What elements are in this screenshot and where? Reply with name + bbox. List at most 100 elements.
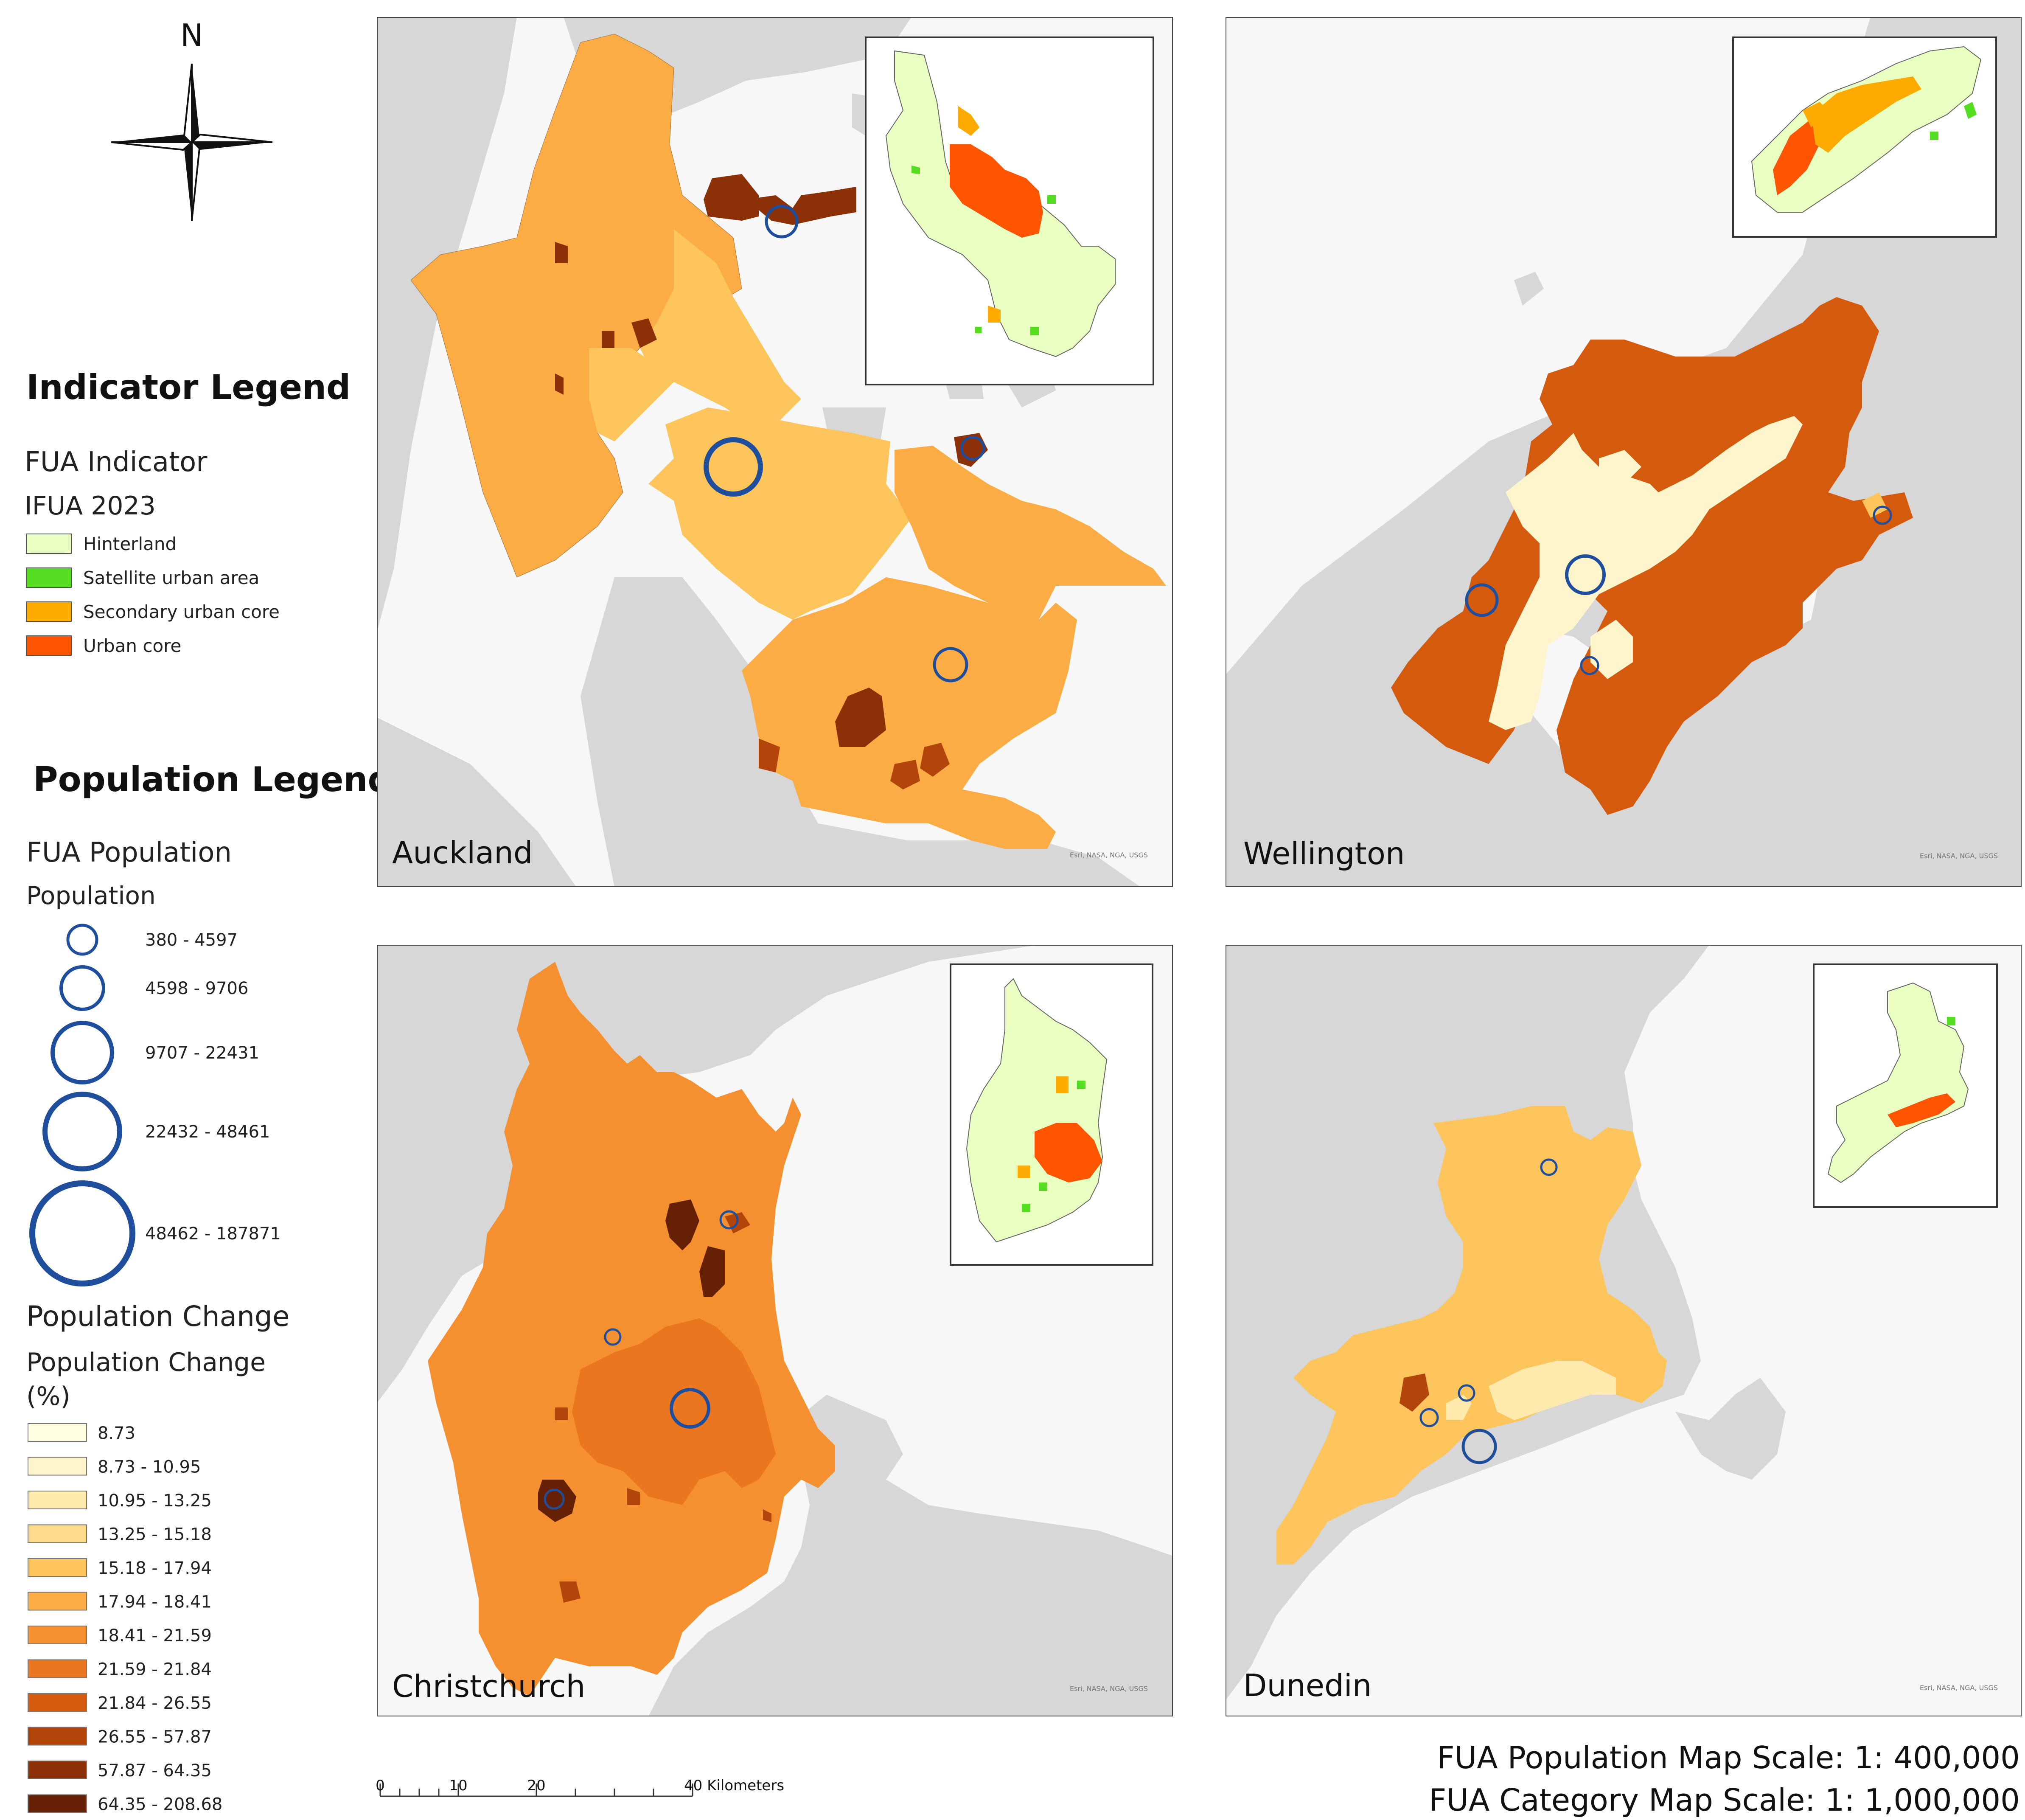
change-class-item: 21.84 - 26.55 — [28, 1693, 212, 1713]
population-size-label: 9707 - 22431 — [145, 1043, 259, 1063]
indicator-label: Satellite urban area — [83, 567, 259, 588]
north-arrow-label: N — [180, 17, 203, 53]
change-swatch — [28, 1558, 87, 1577]
change-class-item: 8.73 — [28, 1423, 135, 1443]
indicator-swatch — [26, 567, 72, 588]
indicator-item: Hinterland — [26, 534, 177, 554]
change-label: 15.18 - 17.94 — [98, 1559, 212, 1578]
population-size-item: 380 - 4597 — [66, 924, 238, 956]
indicator-legend: Indicator Legend FUA Indicator IFUA 2023… — [25, 368, 351, 656]
change-label: 64.35 - 208.68 — [98, 1795, 222, 1814]
change-label: 57.87 - 64.35 — [98, 1761, 212, 1781]
change-swatch — [28, 1626, 87, 1644]
indicator-swatch — [26, 601, 72, 622]
population-legend: Population Legend FUA Population Populat… — [26, 760, 392, 1286]
population-size-item: 9707 - 22431 — [50, 1021, 259, 1084]
map-title-wellington: Wellington — [1243, 836, 1405, 871]
population-legend-title: Population Legend — [33, 760, 392, 799]
change-swatch — [28, 1491, 87, 1509]
change-swatch — [28, 1457, 87, 1476]
scale-bar: 0 10 20 40 Kilometers — [376, 1777, 784, 1797]
map-panel-wellington: Wellington Esri, NASA, NGA, USGS — [1226, 17, 2022, 887]
map-title-christchurch: Christchurch — [392, 1668, 585, 1704]
change-class-item: 8.73 - 10.95 — [28, 1457, 201, 1477]
change-swatch — [28, 1423, 87, 1442]
population-size-label: 22432 - 48461 — [145, 1122, 270, 1142]
map-credit-wellington: Esri, NASA, NGA, USGS — [1920, 852, 1998, 860]
change-label: 26.55 - 57.87 — [98, 1727, 212, 1747]
change-label: 17.94 - 18.41 — [98, 1592, 212, 1612]
change-class-item: 10.95 - 13.25 — [28, 1491, 212, 1511]
change-layer-name: Population Change — [26, 1300, 289, 1333]
scale-tick-label-10: 10 — [449, 1777, 467, 1794]
change-label: 21.59 - 21.84 — [98, 1660, 212, 1680]
change-field-line1: Population Change — [26, 1348, 266, 1377]
change-label: 10.95 - 13.25 — [98, 1491, 212, 1511]
map-panel-christchurch: Christchurch Esri, NASA, NGA, USGS — [377, 945, 1173, 1716]
population-size-label: 380 - 4597 — [145, 930, 238, 950]
population-field-name: Population — [26, 881, 156, 910]
change-label: 18.41 - 21.59 — [98, 1626, 212, 1646]
change-class-item: 15.18 - 17.94 — [28, 1558, 212, 1578]
map-title-dunedin: Dunedin — [1243, 1668, 1372, 1703]
population-size-items: 380 - 4597 4598 - 9706 9707 - 22431 22432 -… — [29, 924, 281, 1286]
indicator-legend-title: Indicator Legend — [26, 368, 351, 407]
population-layer-name: FUA Population — [26, 837, 232, 868]
map-panel-auckland: Auckland Esri, NASA, NGA, USGS — [377, 17, 1173, 887]
change-class-item: 17.94 - 18.41 — [28, 1592, 212, 1612]
change-class-item: 64.35 - 208.68 — [28, 1794, 222, 1814]
population-size-item: 22432 - 48461 — [42, 1092, 270, 1171]
indicator-field-name: IFUA 2023 — [25, 491, 156, 521]
indicator-label: Secondary urban core — [83, 601, 280, 622]
change-class-item: 26.55 - 57.87 — [28, 1727, 212, 1747]
indicator-swatch — [26, 635, 72, 656]
indicator-label: Hinterland — [83, 534, 177, 554]
population-size-item: 48462 - 187871 — [29, 1180, 281, 1286]
indicator-item: Secondary urban core — [26, 601, 280, 622]
change-class-item: 13.25 - 15.18 — [28, 1524, 212, 1545]
change-label: 8.73 — [98, 1424, 135, 1443]
scale-tick-label-20: 20 — [527, 1777, 545, 1794]
scale-note-category: FUA Category Map Scale: 1: 1,000,000 — [1429, 1782, 2020, 1818]
map-title-auckland: Auckland — [392, 835, 533, 871]
indicator-item: Satellite urban area — [26, 567, 259, 588]
change-class-item: 21.59 - 21.84 — [28, 1659, 212, 1680]
population-circle-symbol — [42, 1092, 122, 1171]
map-credit-christchurch: Esri, NASA, NGA, USGS — [1070, 1685, 1148, 1693]
change-label: 21.84 - 26.55 — [98, 1694, 212, 1713]
indicator-items: Hinterland Satellite urban area Secondary … — [26, 534, 280, 656]
population-size-item: 4598 - 9706 — [59, 965, 248, 1011]
population-size-label: 48462 - 187871 — [145, 1224, 281, 1244]
change-class-item: 18.41 - 21.59 — [28, 1626, 212, 1646]
population-circle-symbol — [29, 1180, 135, 1286]
change-class-item: 57.87 - 64.35 — [28, 1761, 212, 1781]
change-swatch — [28, 1794, 87, 1813]
population-circle-symbol — [59, 965, 105, 1011]
map-panel-dunedin: Dunedin Esri, NASA, NGA, USGS — [1226, 945, 2022, 1716]
change-field-line2: (%) — [26, 1382, 70, 1411]
change-swatch — [28, 1524, 87, 1543]
indicator-swatch — [26, 534, 72, 554]
scale-tick-label-0: 0 — [376, 1777, 385, 1794]
indicator-layer-name: FUA Indicator — [25, 447, 208, 478]
north-arrow: N — [111, 17, 273, 221]
map-credit-auckland: Esri, NASA, NGA, USGS — [1070, 851, 1148, 859]
change-items: 8.73 8.73 - 10.95 10.95 - 13.25 13.25 - 15.… — [28, 1423, 222, 1814]
change-label: 8.73 - 10.95 — [98, 1458, 201, 1477]
change-swatch — [28, 1659, 87, 1678]
population-circle-symbol — [50, 1021, 114, 1084]
population-size-label: 4598 - 9706 — [145, 979, 248, 998]
change-label: 13.25 - 15.18 — [98, 1525, 212, 1545]
change-swatch — [28, 1761, 87, 1779]
scale-note-population: FUA Population Map Scale: 1: 400,000 — [1437, 1740, 2020, 1775]
population-circle-symbol — [66, 924, 98, 956]
indicator-label: Urban core — [83, 635, 181, 656]
change-swatch — [28, 1693, 87, 1712]
change-swatch — [28, 1592, 87, 1611]
change-swatch — [28, 1727, 87, 1746]
indicator-item: Urban core — [26, 635, 181, 656]
map-credit-dunedin: Esri, NASA, NGA, USGS — [1920, 1684, 1998, 1692]
scale-end-label: 40 Kilometers — [684, 1777, 784, 1794]
population-change-legend: Population Change Population Change (%) … — [26, 1300, 289, 1814]
